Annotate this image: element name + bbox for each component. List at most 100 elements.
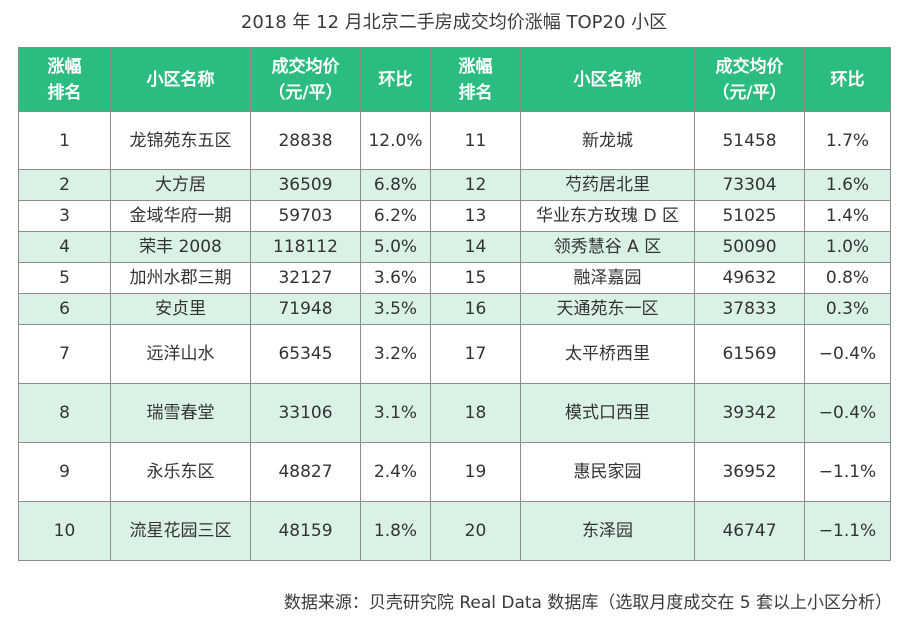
ranking-table: 涨幅 排名 小区名称 成交均价 （元/平） 环比 涨幅 排名 小区名称 成交均价…	[18, 47, 891, 561]
header-mom-left: 环比	[360, 47, 431, 112]
header-rank-left: 涨幅 排名	[18, 47, 111, 112]
table-row: 2 大方居 36509 6.8% 12 芍药居北里 73304 1.6%	[18, 169, 891, 201]
price-cell: 118112	[250, 231, 361, 263]
rank-cell: 7	[18, 324, 111, 384]
mom-cell: 1.7%	[804, 111, 891, 170]
rank-cell: 10	[18, 501, 111, 561]
price-cell: 71948	[250, 293, 361, 325]
rank-cell: 18	[430, 383, 521, 443]
rank-cell: 16	[430, 293, 521, 325]
name-cell: 太平桥西里	[520, 324, 695, 384]
name-cell: 芍药居北里	[520, 169, 695, 201]
header-name-left: 小区名称	[110, 47, 251, 112]
table-row: 10 流星花园三区 48159 1.8% 20 东泽园 46747 −1.1%	[18, 501, 891, 561]
name-cell: 惠民家园	[520, 442, 695, 502]
mom-cell: −0.4%	[804, 383, 891, 443]
name-cell: 融泽嘉园	[520, 262, 695, 294]
table-row: 4 荣丰 2008 118112 5.0% 14 领秀慧谷 A 区 50090 1.0%	[18, 231, 891, 263]
mom-cell: 3.6%	[360, 262, 431, 294]
rank-cell: 4	[18, 231, 111, 263]
mom-cell: 3.5%	[360, 293, 431, 325]
price-cell: 36509	[250, 169, 361, 201]
header-mom-right: 环比	[804, 47, 891, 112]
table-row: 5 加州水郡三期 32127 3.6% 15 融泽嘉园 49632 0.8%	[18, 262, 891, 294]
price-cell: 48827	[250, 442, 361, 502]
rank-cell: 12	[430, 169, 521, 201]
name-cell: 天通苑东一区	[520, 293, 695, 325]
price-cell: 49632	[694, 262, 805, 294]
name-cell: 领秀慧谷 A 区	[520, 231, 695, 263]
rank-cell: 8	[18, 383, 111, 443]
name-cell: 瑞雪春堂	[110, 383, 251, 443]
price-cell: 32127	[250, 262, 361, 294]
name-cell: 安贞里	[110, 293, 251, 325]
table-row: 3 金域华府一期 59703 6.2% 13 华业东方玫瑰 D 区 51025 1.4%	[18, 200, 891, 232]
rank-cell: 13	[430, 200, 521, 232]
table-row: 7 远洋山水 65345 3.2% 17 太平桥西里 61569 −0.4%	[18, 324, 891, 384]
mom-cell: −1.1%	[804, 501, 891, 561]
mom-cell: 3.2%	[360, 324, 431, 384]
rank-cell: 19	[430, 442, 521, 502]
price-cell: 33106	[250, 383, 361, 443]
name-cell: 华业东方玫瑰 D 区	[520, 200, 695, 232]
rank-cell: 20	[430, 501, 521, 561]
mom-cell: 1.8%	[360, 501, 431, 561]
mom-cell: 0.8%	[804, 262, 891, 294]
mom-cell: 0.3%	[804, 293, 891, 325]
price-cell: 37833	[694, 293, 805, 325]
price-cell: 46747	[694, 501, 805, 561]
mom-cell: 6.8%	[360, 169, 431, 201]
mom-cell: 1.0%	[804, 231, 891, 263]
name-cell: 新龙城	[520, 111, 695, 170]
table-row: 8 瑞雪春堂 33106 3.1% 18 模式口西里 39342 −0.4%	[18, 383, 891, 443]
name-cell: 模式口西里	[520, 383, 695, 443]
price-cell: 36952	[694, 442, 805, 502]
mom-cell: 12.0%	[360, 111, 431, 170]
rank-cell: 1	[18, 111, 111, 170]
name-cell: 加州水郡三期	[110, 262, 251, 294]
price-cell: 50090	[694, 231, 805, 263]
mom-cell: −1.1%	[804, 442, 891, 502]
name-cell: 流星花园三区	[110, 501, 251, 561]
table-header-row: 涨幅 排名 小区名称 成交均价 （元/平） 环比 涨幅 排名 小区名称 成交均价…	[18, 47, 891, 112]
mom-cell: −0.4%	[804, 324, 891, 384]
price-cell: 51025	[694, 200, 805, 232]
price-cell: 51458	[694, 111, 805, 170]
price-cell: 73304	[694, 169, 805, 201]
name-cell: 远洋山水	[110, 324, 251, 384]
price-cell: 28838	[250, 111, 361, 170]
mom-cell: 1.4%	[804, 200, 891, 232]
name-cell: 东泽园	[520, 501, 695, 561]
price-cell: 61569	[694, 324, 805, 384]
source-note: 数据来源：贝壳研究院 Real Data 数据库（选取月度成交在 5 套以上小区…	[283, 593, 892, 613]
price-cell: 39342	[694, 383, 805, 443]
header-price-left: 成交均价 （元/平）	[250, 47, 361, 112]
name-cell: 荣丰 2008	[110, 231, 251, 263]
header-name-right: 小区名称	[520, 47, 695, 112]
rank-cell: 15	[430, 262, 521, 294]
rank-cell: 11	[430, 111, 521, 170]
rank-cell: 9	[18, 442, 111, 502]
price-cell: 48159	[250, 501, 361, 561]
rank-cell: 17	[430, 324, 521, 384]
mom-cell: 1.6%	[804, 169, 891, 201]
name-cell: 龙锦苑东五区	[110, 111, 251, 170]
rank-cell: 5	[18, 262, 111, 294]
rank-cell: 6	[18, 293, 111, 325]
table-row: 1 龙锦苑东五区 28838 12.0% 11 新龙城 51458 1.7%	[18, 111, 891, 170]
chart-title: 2018 年 12 月北京二手房成交均价涨幅 TOP20 小区	[240, 12, 668, 33]
table-row: 9 永乐东区 48827 2.4% 19 惠民家园 36952 −1.1%	[18, 442, 891, 502]
price-cell: 59703	[250, 200, 361, 232]
name-cell: 金域华府一期	[110, 200, 251, 232]
mom-cell: 6.2%	[360, 200, 431, 232]
mom-cell: 2.4%	[360, 442, 431, 502]
rank-cell: 2	[18, 169, 111, 201]
header-price-right: 成交均价 （元/平）	[694, 47, 805, 112]
rank-cell: 14	[430, 231, 521, 263]
table-row: 6 安贞里 71948 3.5% 16 天通苑东一区 37833 0.3%	[18, 293, 891, 325]
name-cell: 永乐东区	[110, 442, 251, 502]
mom-cell: 5.0%	[360, 231, 431, 263]
header-rank-right: 涨幅 排名	[430, 47, 521, 112]
rank-cell: 3	[18, 200, 111, 232]
price-cell: 65345	[250, 324, 361, 384]
